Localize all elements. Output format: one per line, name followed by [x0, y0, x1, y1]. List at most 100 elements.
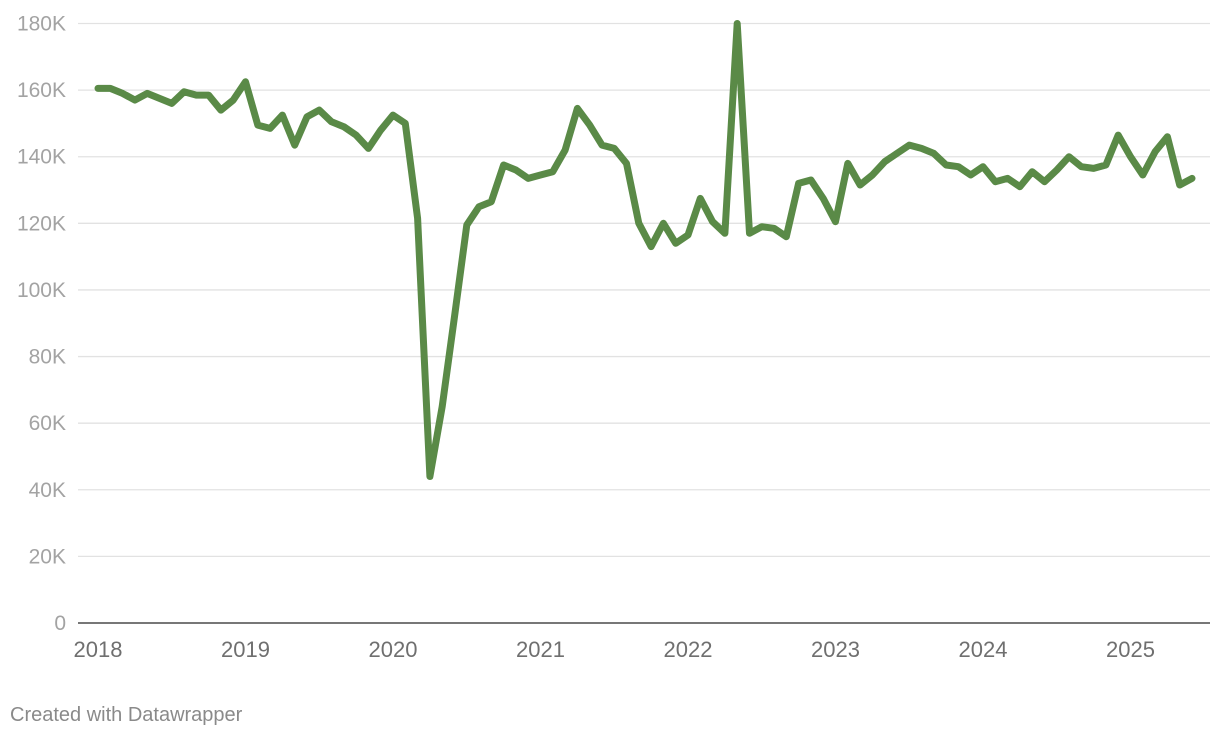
- data-point[interactable]: [1163, 133, 1171, 141]
- data-point[interactable]: [487, 198, 495, 206]
- data-point[interactable]: [758, 223, 766, 231]
- data-point[interactable]: [881, 158, 889, 166]
- data-point[interactable]: [1090, 164, 1098, 172]
- x-tick-label: 2018: [74, 637, 123, 662]
- data-point[interactable]: [106, 84, 114, 92]
- data-point[interactable]: [954, 163, 962, 171]
- data-point[interactable]: [524, 174, 532, 182]
- data-point[interactable]: [1102, 161, 1110, 169]
- data-point[interactable]: [967, 171, 975, 179]
- data-point[interactable]: [131, 96, 139, 104]
- data-point[interactable]: [438, 403, 446, 411]
- data-point[interactable]: [672, 239, 680, 247]
- data-point[interactable]: [180, 88, 188, 96]
- data-point[interactable]: [647, 243, 655, 251]
- data-point[interactable]: [401, 119, 409, 127]
- data-point[interactable]: [512, 166, 520, 174]
- data-point[interactable]: [770, 224, 778, 232]
- data-point[interactable]: [782, 233, 790, 241]
- data-point[interactable]: [979, 163, 987, 171]
- data-point[interactable]: [930, 149, 938, 157]
- data-point[interactable]: [856, 181, 864, 189]
- data-point[interactable]: [426, 473, 434, 481]
- data-point[interactable]: [451, 313, 459, 321]
- series-layer: [94, 20, 1196, 481]
- data-point[interactable]: [463, 221, 471, 229]
- data-point[interactable]: [537, 171, 545, 179]
- data-point[interactable]: [586, 121, 594, 129]
- data-point[interactable]: [315, 106, 323, 114]
- data-point[interactable]: [475, 203, 483, 211]
- data-point[interactable]: [1188, 174, 1196, 182]
- data-point[interactable]: [942, 161, 950, 169]
- data-point[interactable]: [1114, 131, 1122, 139]
- data-point[interactable]: [1028, 168, 1036, 176]
- y-tick-label: 160K: [17, 79, 66, 102]
- data-point[interactable]: [364, 144, 372, 152]
- data-point[interactable]: [610, 144, 618, 152]
- data-point[interactable]: [1065, 153, 1073, 161]
- data-point[interactable]: [598, 141, 606, 149]
- data-point[interactable]: [795, 179, 803, 187]
- data-point[interactable]: [905, 141, 913, 149]
- data-point[interactable]: [192, 91, 200, 99]
- data-point[interactable]: [377, 126, 385, 134]
- data-point[interactable]: [242, 78, 250, 86]
- data-point[interactable]: [549, 168, 557, 176]
- data-point[interactable]: [119, 89, 127, 97]
- data-point[interactable]: [340, 123, 348, 131]
- datawrapper-credit[interactable]: Created with Datawrapper: [10, 704, 243, 726]
- data-point[interactable]: [659, 219, 667, 227]
- data-point[interactable]: [156, 94, 164, 102]
- data-point[interactable]: [893, 149, 901, 157]
- data-point[interactable]: [1041, 178, 1049, 186]
- data-point[interactable]: [352, 131, 360, 139]
- data-point[interactable]: [291, 141, 299, 149]
- data-point[interactable]: [500, 161, 508, 169]
- y-axis-tick-labels: 0 20K 40K 60K 80K 100K 120K 140K 160K 180K: [17, 13, 66, 636]
- data-point[interactable]: [168, 99, 176, 107]
- y-tick-label: 80K: [29, 346, 66, 369]
- y-tick-label: 20K: [29, 545, 66, 568]
- data-point[interactable]: [1176, 181, 1184, 189]
- data-point[interactable]: [205, 91, 213, 99]
- data-point[interactable]: [684, 231, 692, 239]
- data-point[interactable]: [991, 178, 999, 186]
- data-point[interactable]: [278, 111, 286, 119]
- data-point[interactable]: [1053, 166, 1061, 174]
- data-point[interactable]: [623, 159, 631, 167]
- data-point[interactable]: [389, 111, 397, 119]
- data-point[interactable]: [807, 176, 815, 184]
- data-point[interactable]: [414, 214, 422, 222]
- data-point[interactable]: [94, 84, 102, 92]
- data-point[interactable]: [733, 20, 741, 28]
- data-point[interactable]: [721, 229, 729, 237]
- data-point[interactable]: [709, 218, 717, 226]
- data-point[interactable]: [143, 89, 151, 97]
- data-point[interactable]: [819, 194, 827, 202]
- data-point[interactable]: [696, 194, 704, 202]
- x-tick-label: 2022: [664, 637, 713, 662]
- data-point[interactable]: [561, 146, 569, 154]
- data-point[interactable]: [266, 124, 274, 132]
- y-tick-label: 0: [54, 612, 66, 635]
- data-point[interactable]: [746, 229, 754, 237]
- data-point[interactable]: [635, 219, 643, 227]
- data-point[interactable]: [1004, 174, 1012, 182]
- y-tick-label: 40K: [29, 479, 66, 502]
- data-point[interactable]: [868, 171, 876, 179]
- data-point[interactable]: [303, 113, 311, 121]
- data-point[interactable]: [1139, 171, 1147, 179]
- data-point[interactable]: [254, 121, 262, 129]
- data-point[interactable]: [328, 118, 336, 126]
- data-point[interactable]: [1151, 148, 1159, 156]
- data-point[interactable]: [832, 218, 840, 226]
- data-point[interactable]: [217, 106, 225, 114]
- data-point[interactable]: [1016, 183, 1024, 191]
- data-point[interactable]: [1077, 163, 1085, 171]
- data-point[interactable]: [229, 96, 237, 104]
- data-point[interactable]: [573, 104, 581, 112]
- data-point[interactable]: [1127, 153, 1135, 161]
- data-point[interactable]: [844, 159, 852, 167]
- data-point[interactable]: [918, 144, 926, 152]
